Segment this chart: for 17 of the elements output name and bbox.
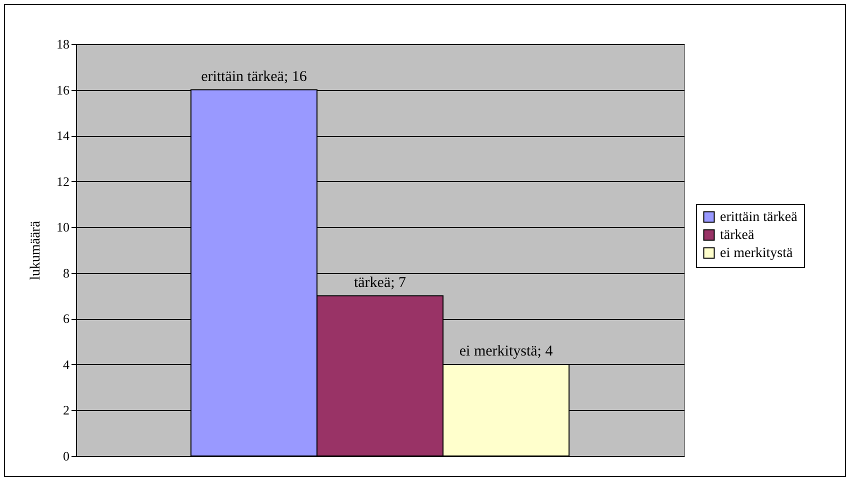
y-tick-label: 12 bbox=[56, 174, 70, 189]
y-tick-label: 2 bbox=[63, 402, 70, 418]
y-axis-title: lukumäärä bbox=[28, 220, 44, 280]
y-tick-label: 18 bbox=[56, 36, 70, 52]
data-label: tärkeä; 7 bbox=[354, 274, 407, 291]
y-tick-label: 0 bbox=[63, 448, 70, 464]
y-tick-label: 8 bbox=[63, 265, 70, 280]
y-tick-label: 16 bbox=[56, 82, 70, 98]
legend-label: tärkeä bbox=[720, 228, 755, 243]
y-tick-label: 6 bbox=[63, 311, 70, 326]
legend-label: ei merkitystä bbox=[720, 246, 794, 261]
data-label: erittäin tärkeä; 16 bbox=[201, 68, 308, 85]
y-tick-label: 10 bbox=[56, 220, 70, 235]
legend-label: erittäin tärkeä bbox=[720, 210, 798, 225]
data-label: ei merkitystä; 4 bbox=[459, 343, 554, 360]
y-tick-label: 4 bbox=[63, 356, 70, 372]
y-tick-label: 14 bbox=[56, 128, 70, 144]
